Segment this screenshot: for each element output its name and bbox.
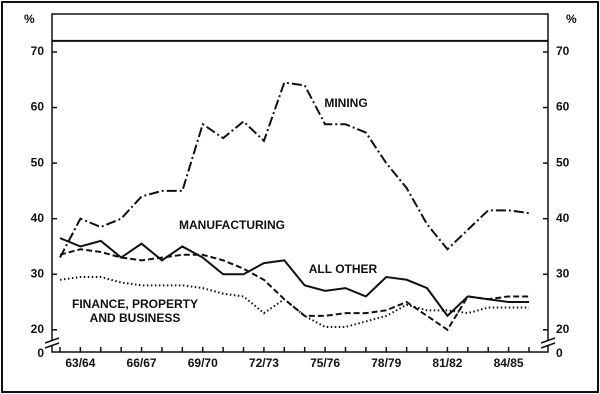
axis-break-gap — [542, 340, 554, 346]
line-series — [59, 237, 529, 318]
y2-tick-label: 50 — [556, 155, 570, 169]
x-tick-label: 69/70 — [188, 356, 218, 370]
y-tick-label: 60 — [31, 100, 45, 114]
axis-break-mark — [44, 337, 60, 344]
y-tick-label: 70 — [31, 44, 45, 58]
y2-break-label: 0 — [556, 346, 563, 360]
y2-tick-label: 30 — [556, 266, 570, 280]
axis-break-mark — [540, 337, 556, 344]
series-label: ALL OTHER — [308, 262, 378, 276]
axis-break-gap — [46, 340, 58, 346]
axis-break-mark — [540, 342, 556, 349]
y2-tick-label: 20 — [556, 322, 570, 336]
y-tick-label: 40 — [31, 211, 45, 225]
x-tick-label: 72/73 — [249, 356, 279, 370]
y-unit-right: % — [566, 12, 577, 26]
series-label: FINANCE, PROPERTY AND BUSINESS — [71, 297, 198, 325]
x-tick-label: 63/64 — [65, 356, 95, 370]
y2-tick-label: 60 — [556, 100, 570, 114]
line-series — [59, 276, 529, 329]
x-tick-label: 81/82 — [432, 356, 462, 370]
x-tick-label: 78/79 — [371, 356, 401, 370]
y2-tick-label: 70 — [556, 44, 570, 58]
series-label: MINING — [324, 96, 368, 110]
x-tick-label: 75/76 — [310, 356, 340, 370]
y-tick-label: 20 — [31, 322, 45, 336]
y-tick-label: 50 — [31, 155, 45, 169]
x-tick-label: 84/85 — [494, 356, 524, 370]
x-tick-label: 66/67 — [127, 356, 157, 370]
y2-tick-label: 40 — [556, 211, 570, 225]
line-series — [59, 81, 530, 259]
axis-break-mark — [44, 342, 60, 349]
series-label: MANUFACTURING — [179, 218, 285, 232]
y-unit-left: % — [24, 12, 35, 26]
y-break-label: 0 — [37, 346, 44, 360]
plot-frame — [51, 13, 549, 353]
y-tick-label: 30 — [31, 266, 45, 280]
line-series — [59, 248, 529, 332]
